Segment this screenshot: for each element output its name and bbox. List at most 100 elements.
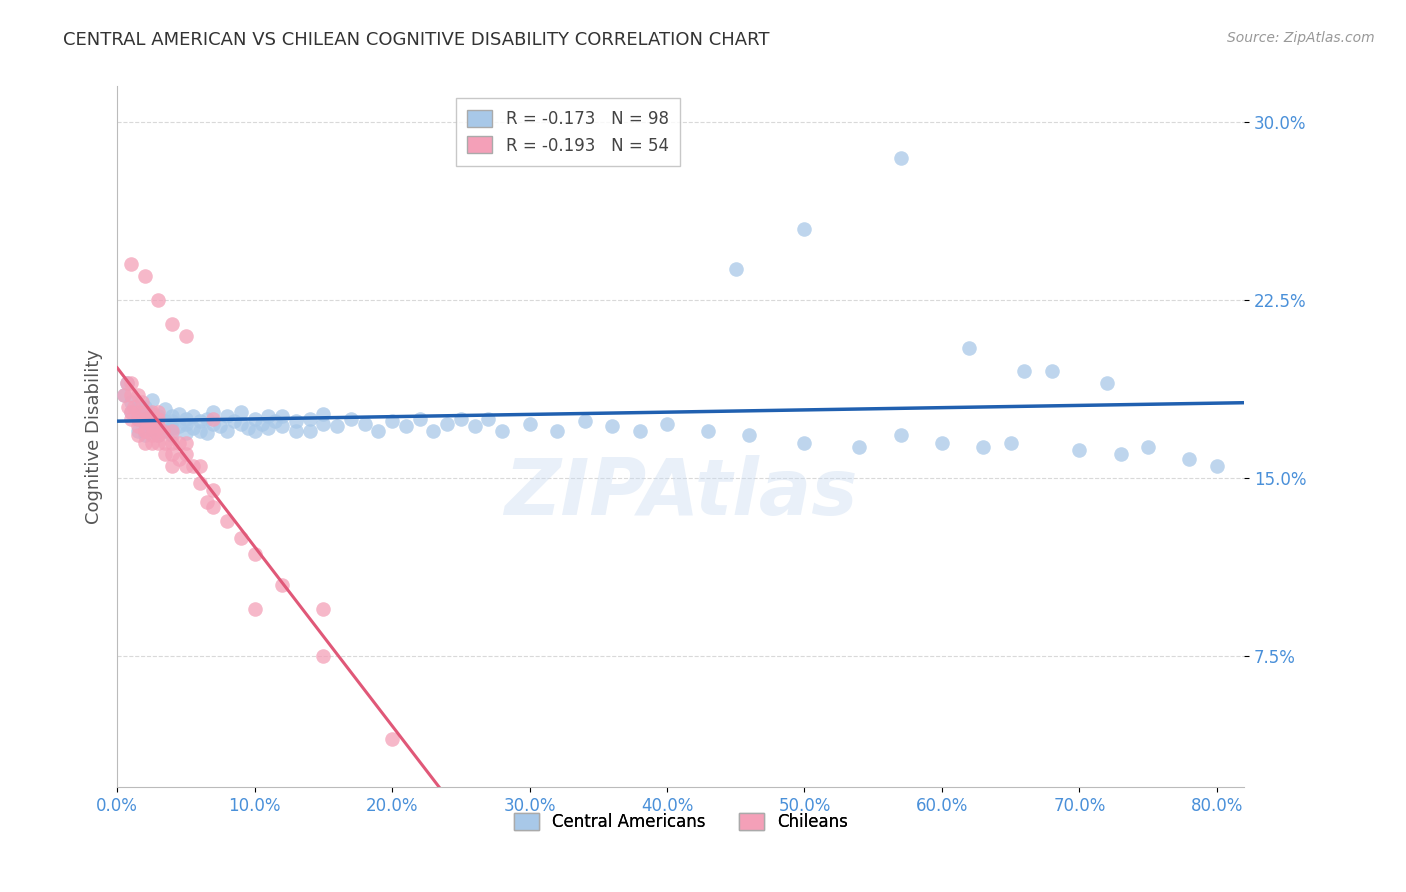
Point: [155, 414, 177, 428]
Point: [217, 424, 239, 438]
Point: [890, 428, 912, 442]
Point: [160, 424, 183, 438]
Point: [422, 424, 444, 438]
Point: [1178, 452, 1201, 467]
Point: [229, 405, 252, 419]
Point: [141, 411, 163, 425]
Point: [188, 424, 211, 438]
Point: [243, 424, 266, 438]
Point: [115, 376, 138, 391]
Point: [120, 257, 142, 271]
Point: [155, 424, 177, 438]
Point: [202, 417, 225, 431]
Point: [134, 428, 156, 442]
Point: [298, 411, 321, 425]
Point: [160, 447, 183, 461]
Point: [195, 495, 218, 509]
Point: [120, 388, 142, 402]
Point: [134, 411, 156, 425]
Point: [574, 414, 596, 428]
Point: [1205, 459, 1227, 474]
Point: [141, 418, 163, 433]
Point: [724, 262, 747, 277]
Point: [134, 405, 156, 419]
Point: [271, 409, 294, 424]
Point: [181, 459, 204, 474]
Point: [148, 428, 170, 442]
Point: [145, 424, 167, 438]
Point: [250, 417, 273, 431]
Y-axis label: Cognitive Disability: Cognitive Disability: [86, 349, 103, 524]
Point: [1137, 440, 1160, 454]
Point: [167, 418, 190, 433]
Point: [120, 411, 142, 425]
Point: [1069, 442, 1091, 457]
Text: Source: ZipAtlas.com: Source: ZipAtlas.com: [1227, 31, 1375, 45]
Point: [148, 421, 170, 435]
Point: [148, 435, 170, 450]
Point: [793, 435, 815, 450]
Point: [697, 424, 720, 438]
Point: [134, 417, 156, 431]
Point: [340, 411, 363, 425]
Point: [1095, 376, 1118, 391]
Point: [181, 409, 204, 424]
Point: [738, 428, 761, 442]
Point: [141, 428, 163, 442]
Point: [181, 421, 204, 435]
Point: [122, 400, 145, 414]
Point: [148, 411, 170, 425]
Point: [127, 411, 149, 425]
Point: [131, 395, 153, 409]
Point: [127, 405, 149, 419]
Point: [136, 411, 159, 425]
Point: [134, 435, 156, 450]
Point: [202, 411, 225, 425]
Point: [298, 424, 321, 438]
Point: [188, 475, 211, 490]
Point: [600, 418, 623, 433]
Point: [257, 409, 280, 424]
Point: [127, 424, 149, 438]
Point: [491, 424, 513, 438]
Point: [188, 414, 211, 428]
Point: [957, 341, 980, 355]
Point: [326, 418, 349, 433]
Point: [312, 649, 335, 664]
Point: [202, 500, 225, 514]
Point: [367, 424, 389, 438]
Point: [353, 417, 375, 431]
Point: [127, 400, 149, 414]
Point: [160, 414, 183, 428]
Point: [160, 428, 183, 442]
Point: [271, 418, 294, 433]
Point: [134, 405, 156, 419]
Point: [1014, 364, 1036, 378]
Point: [217, 409, 239, 424]
Point: [284, 424, 307, 438]
Point: [209, 418, 232, 433]
Point: [155, 435, 177, 450]
Point: [174, 417, 197, 431]
Point: [195, 411, 218, 425]
Point: [127, 411, 149, 425]
Point: [477, 411, 499, 425]
Point: [120, 376, 142, 391]
Point: [972, 440, 994, 454]
Point: [155, 447, 177, 461]
Point: [381, 414, 404, 428]
Point: [202, 405, 225, 419]
Point: [793, 222, 815, 236]
Point: [217, 514, 239, 528]
Point: [174, 425, 197, 440]
Point: [115, 376, 138, 391]
Point: [117, 400, 139, 414]
Point: [112, 388, 135, 402]
Text: CENTRAL AMERICAN VS CHILEAN COGNITIVE DISABILITY CORRELATION CHART: CENTRAL AMERICAN VS CHILEAN COGNITIVE DI…: [63, 31, 769, 49]
Point: [167, 452, 190, 467]
Point: [243, 601, 266, 615]
Point: [120, 405, 142, 419]
Point: [141, 435, 163, 450]
Point: [312, 417, 335, 431]
Point: [134, 424, 156, 438]
